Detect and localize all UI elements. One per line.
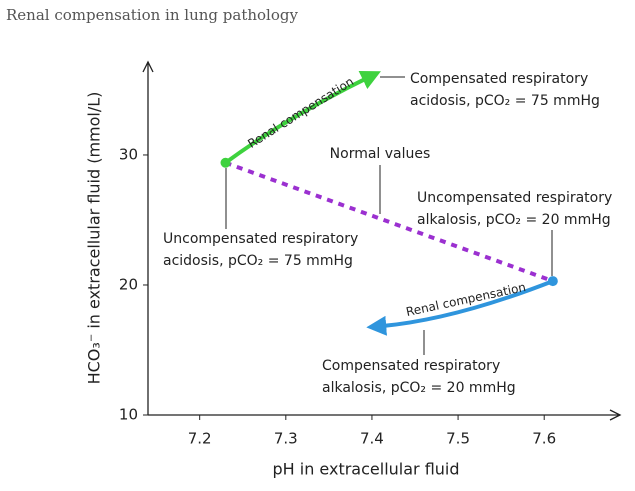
- annotation: acidosis, pCO₂ = 75 mmHg: [410, 93, 600, 109]
- point: [547, 276, 558, 287]
- annotation: Uncompensated respiratory: [417, 190, 612, 206]
- series-label: Normal values: [330, 146, 431, 162]
- x-tick-label: 7.2: [188, 430, 212, 448]
- axes: [142, 60, 622, 421]
- x-tick-label: 7.6: [532, 430, 556, 448]
- point: [220, 157, 231, 168]
- y-tick-label: 10: [119, 406, 138, 424]
- x-tick-label: 7.5: [446, 430, 470, 448]
- y-tick-label: 30: [119, 145, 138, 163]
- series-line: [224, 160, 554, 283]
- annotation: alkalosis, pCO₂ = 20 mmHg: [322, 380, 516, 396]
- y-axis-arrow: [142, 60, 154, 73]
- annotation: acidosis, pCO₂ = 75 mmHg: [163, 253, 353, 269]
- series-label: Renal compensation: [405, 280, 527, 319]
- series-line: [224, 71, 381, 165]
- annotation: alkalosis, pCO₂ = 20 mmHg: [417, 212, 611, 228]
- y-tick-label: 20: [119, 275, 138, 293]
- chart-title: Renal compensation in lung pathology: [6, 6, 298, 24]
- annotation: Compensated respiratory: [410, 71, 588, 87]
- series-line: [366, 279, 554, 336]
- x-tick-label: 7.4: [360, 430, 384, 448]
- series-label: Renal compensation: [245, 74, 356, 151]
- y-axis-label: HCO₃⁻ in extracellular fluid (mmol/L): [85, 92, 104, 385]
- annotation: Uncompensated respiratory: [163, 231, 358, 247]
- x-axis-arrow: [609, 409, 622, 421]
- annotation: Compensated respiratory: [322, 358, 500, 374]
- x-axis-label: pH in extracellular fluid: [272, 460, 459, 479]
- x-tick-label: 7.3: [274, 430, 298, 448]
